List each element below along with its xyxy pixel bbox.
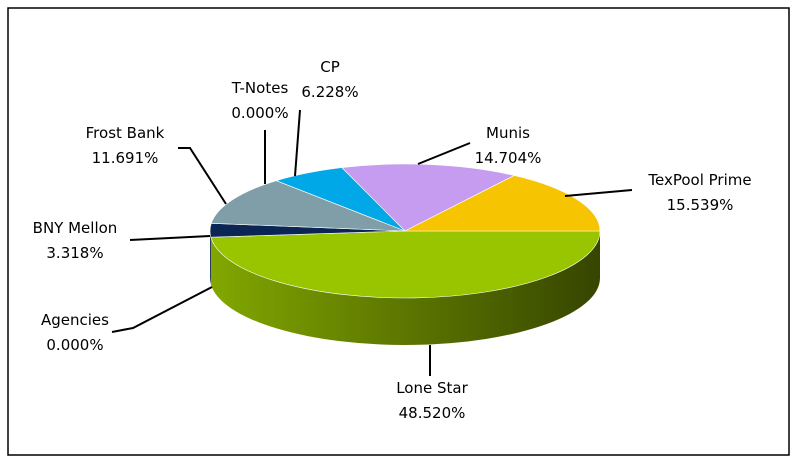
- leader-line: [129, 235, 211, 241]
- slice-value-label: 11.691%: [92, 149, 159, 167]
- leader-line: [564, 189, 633, 197]
- slice-label: Lone Star: [396, 379, 468, 397]
- slice-side: [210, 231, 211, 285]
- slice-label: BNY Mellon: [33, 219, 118, 237]
- slice: [210, 180, 406, 232]
- slice: [341, 163, 516, 232]
- slice-value-label: 15.539%: [667, 196, 734, 214]
- slice-value-label: 3.318%: [46, 244, 103, 262]
- slice-label: Munis: [486, 124, 530, 142]
- slice-label: Agencies: [41, 311, 109, 329]
- slice-label: T-Notes: [231, 79, 289, 97]
- slice-label: Frost Bank: [86, 124, 165, 142]
- slice: [210, 230, 601, 299]
- slice-value-label: 0.000%: [46, 336, 103, 354]
- leader-line: [417, 142, 471, 165]
- slice-label: TexPool Prime: [647, 171, 751, 189]
- slice-side: [210, 231, 600, 345]
- slice-value-label: 48.520%: [399, 404, 466, 422]
- slice: [404, 175, 601, 232]
- slice-value-label: 0.000%: [231, 104, 288, 122]
- leader-line: [178, 147, 227, 205]
- leader-line: [111, 286, 213, 333]
- leader-line: [294, 109, 301, 177]
- slice-value-label: 14.704%: [475, 149, 542, 167]
- slice-value-label: 6.228%: [301, 83, 358, 101]
- slice-label: CP: [320, 58, 340, 76]
